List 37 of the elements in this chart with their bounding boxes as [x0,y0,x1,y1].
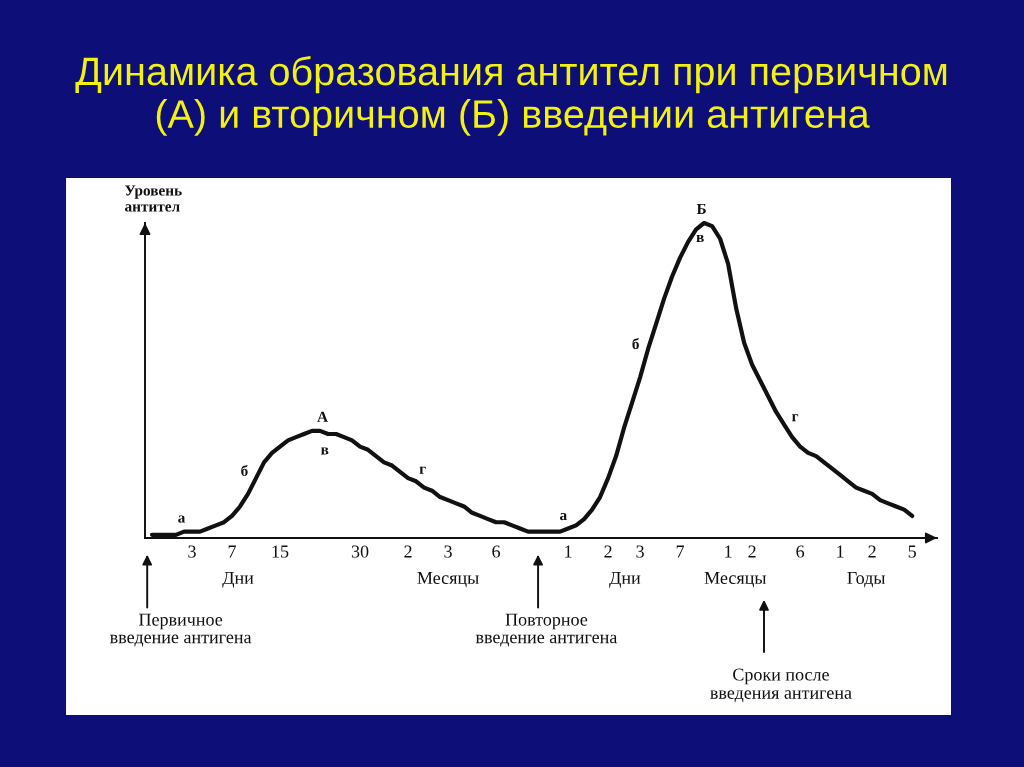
annotation: г [419,466,426,474]
x-tick-label: 3 [188,545,196,558]
x-tick-label: 7 [228,545,237,558]
annotation: г [792,414,799,422]
text: Сроки после введения антигена [710,668,852,703]
x-tick-label: 1 [565,545,572,558]
x-tick-label: 7 [676,545,685,558]
y-axis-title: Уровень антител [124,185,182,212]
text: Б [696,203,706,214]
annotation: б [632,338,639,350]
annotation: в [321,447,329,455]
x-tick-label: 2 [604,545,612,558]
text: Повторное введение антигена [475,613,618,647]
x-tick-label: 30 [351,545,369,558]
text: Первичное введение антигена [110,613,252,647]
x-tick-label: 3 [636,545,644,558]
annotation: в [696,234,704,242]
x-tick-label: 5 [908,545,916,558]
chart-title: Динамика образования антител при первичном (А) и вторичном (Б) введении антигена [75,56,947,136]
annotation: а [560,512,567,521]
x-tick-label: 1 [837,545,844,558]
x-tick-label: 15 [272,545,289,558]
annotation: А [317,411,328,422]
annotation: б [241,464,248,477]
text: Месяцы [417,572,479,588]
x-tick-label: 2 [868,545,876,558]
x-tick-label: 6 [492,545,501,558]
text: Годы [847,572,886,588]
text: Месяцы [704,572,767,588]
x-tick-label: 6 [796,545,805,558]
text: Дни [222,572,254,588]
x-tick-label: 2 [404,545,412,558]
x-tick-label: 1 [725,545,732,558]
x-tick-label: 2 [748,545,756,558]
x-tick-label: 3 [444,545,452,558]
text: Дни [609,572,641,588]
annotation: а [178,515,186,523]
